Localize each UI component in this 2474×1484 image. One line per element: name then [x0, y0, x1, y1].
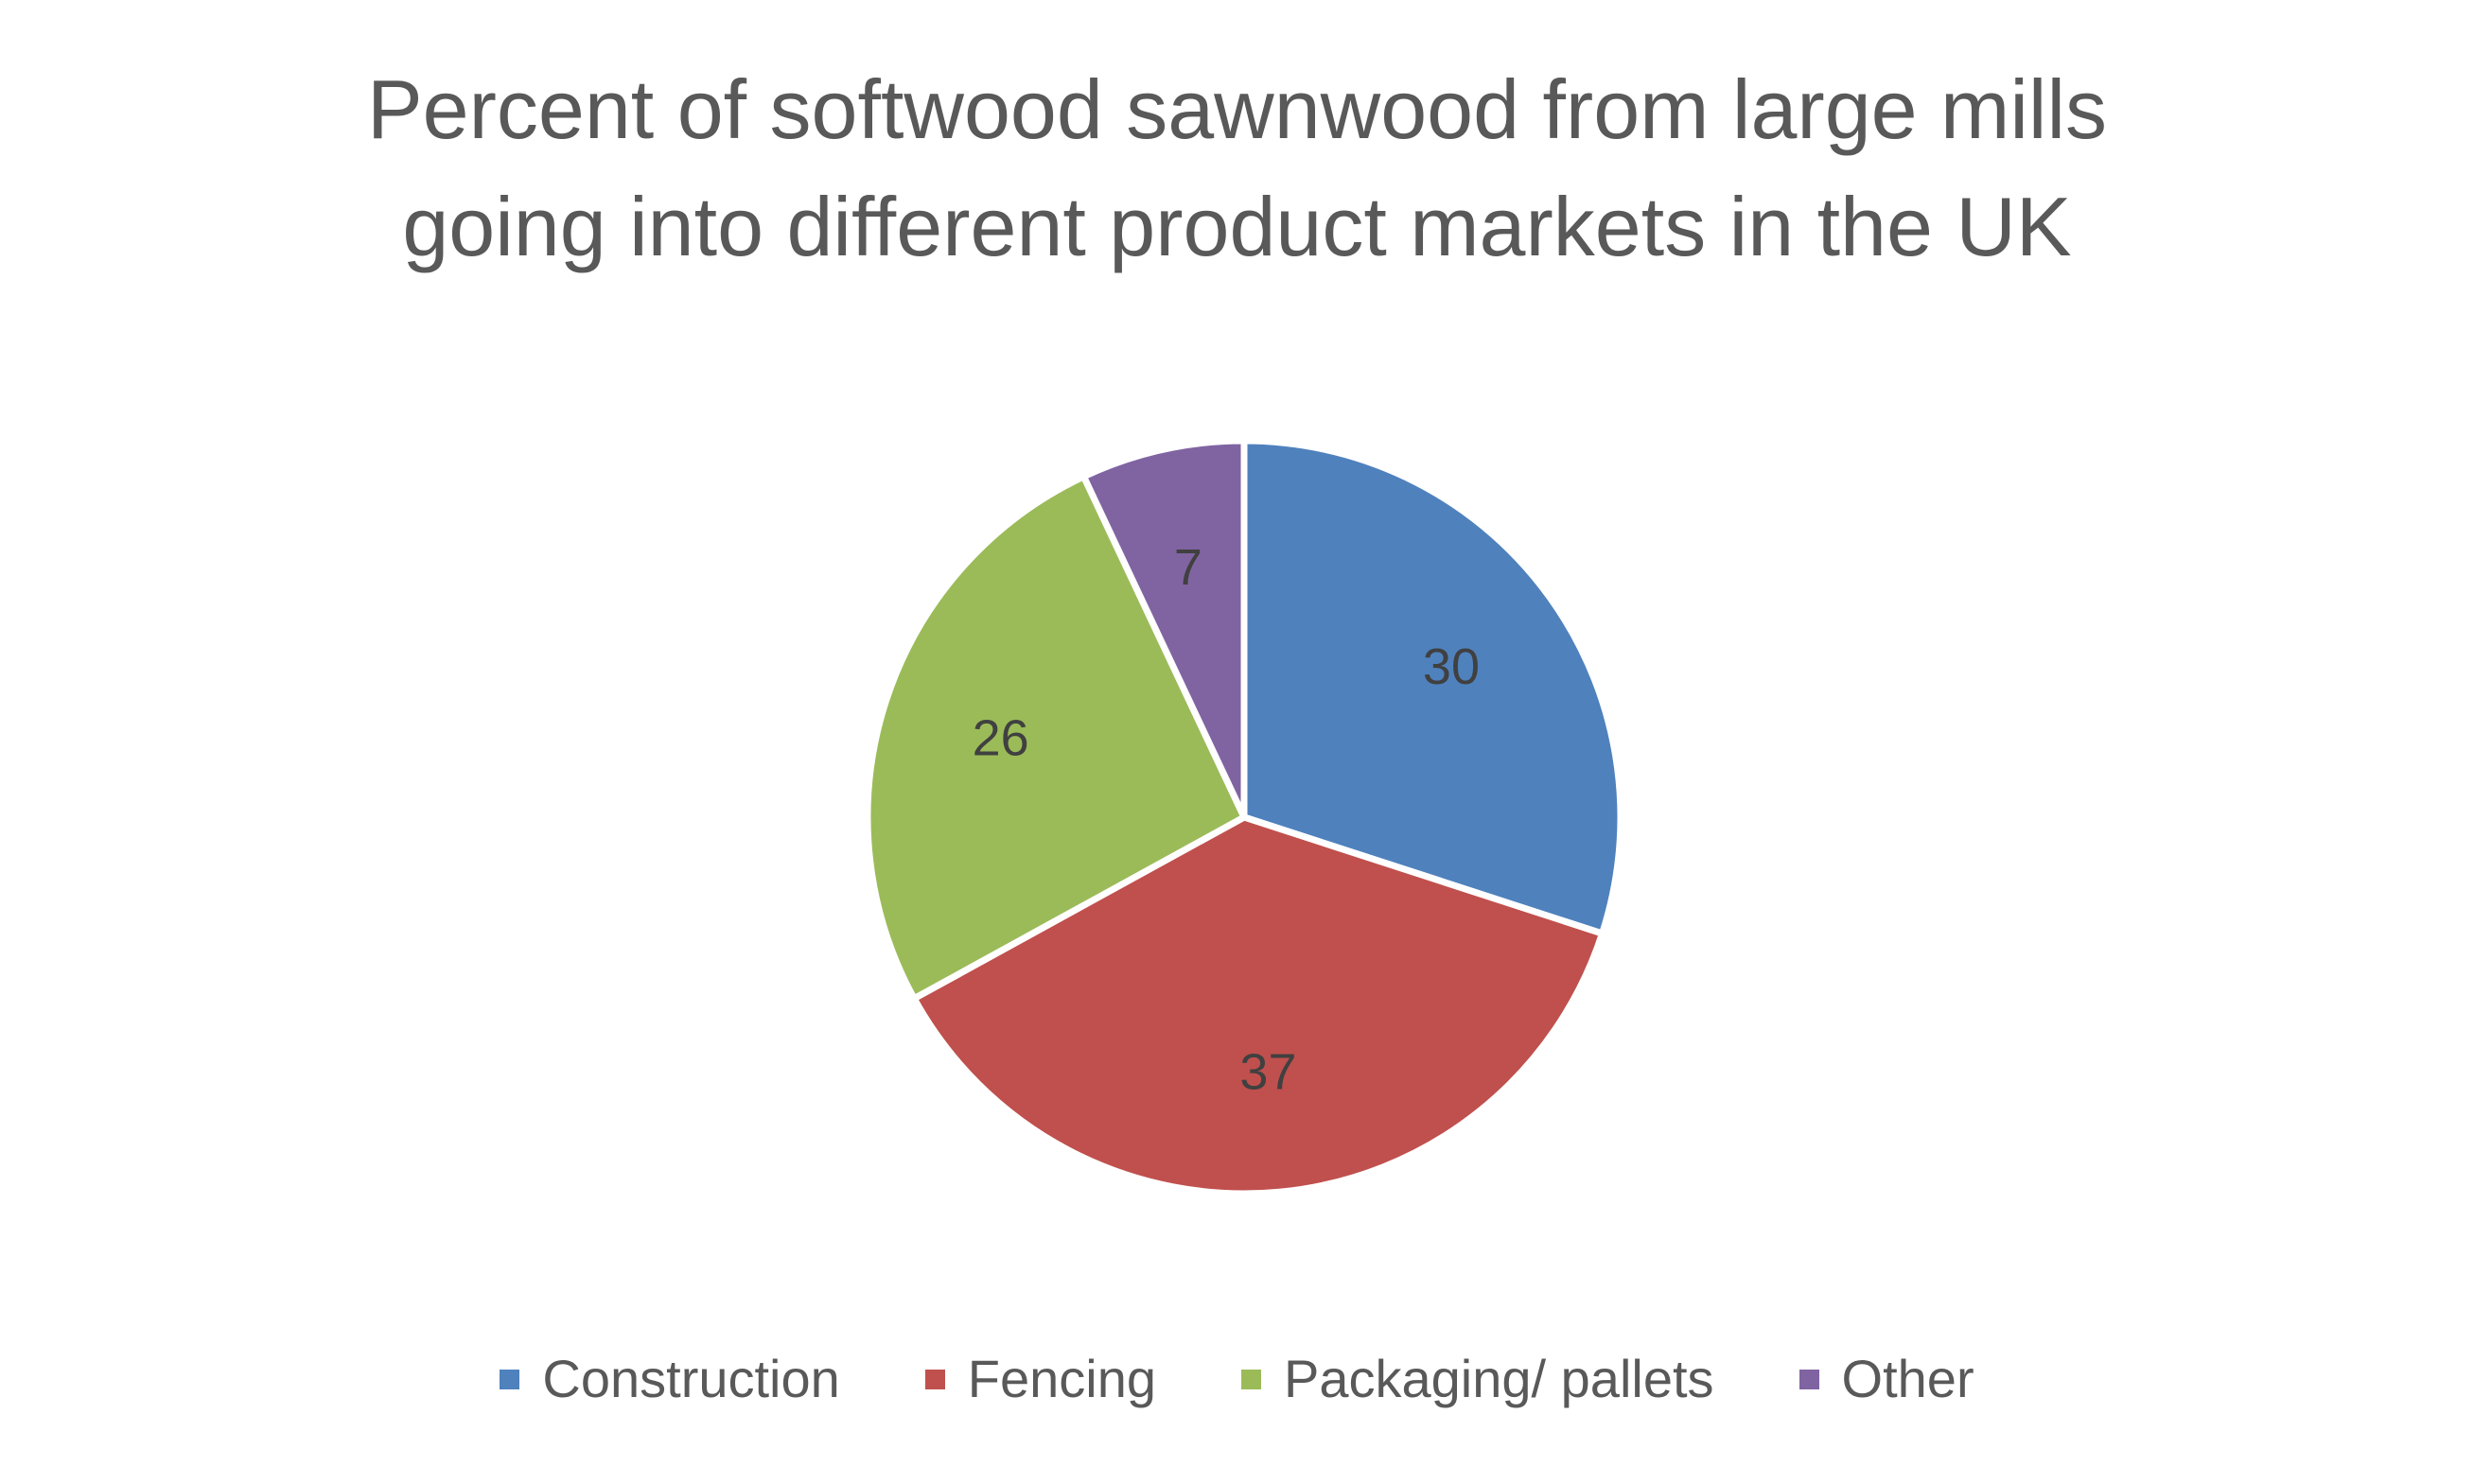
legend-swatch-packaging-pallets: [1241, 1369, 1262, 1389]
legend-item-fencing[interactable]: Fencing: [924, 1349, 1157, 1408]
legend-label-other: Other: [1841, 1349, 1974, 1408]
pie-slice-construction[interactable]: [1240, 437, 1624, 937]
data-label-construction: 30: [1423, 638, 1480, 695]
legend-swatch-fencing: [924, 1369, 945, 1389]
pie-slice-other[interactable]: [1080, 437, 1248, 821]
legend-label-fencing: Fencing: [967, 1349, 1157, 1408]
chart-title-line-2: going into different product markets in …: [402, 180, 2072, 273]
legend-item-construction[interactable]: Construction: [500, 1349, 840, 1408]
legend-item-other[interactable]: Other: [1798, 1349, 1974, 1408]
data-label-packaging-pallets: 26: [973, 709, 1029, 766]
legend-swatch-construction: [500, 1369, 520, 1389]
pie-slice-packaging-pallets[interactable]: [864, 473, 1248, 1003]
legend-swatch-other: [1798, 1369, 1819, 1389]
chart-title-line-1: Percent of softwood sawnwood from large …: [366, 62, 2108, 156]
legend-item-packaging-pallets[interactable]: Packaging/ pallets: [1241, 1353, 1714, 1405]
legend-label-construction: Construction: [542, 1349, 840, 1408]
pie-slice-fencing[interactable]: [910, 813, 1606, 1197]
data-label-fencing: 37: [1239, 1043, 1296, 1100]
data-label-other: 7: [1174, 539, 1202, 596]
legend-label-packaging-pallets: Packaging/ pallets: [1284, 1349, 1714, 1408]
legend: Construction Fencing Packaging/ pallets …: [0, 1353, 2474, 1405]
